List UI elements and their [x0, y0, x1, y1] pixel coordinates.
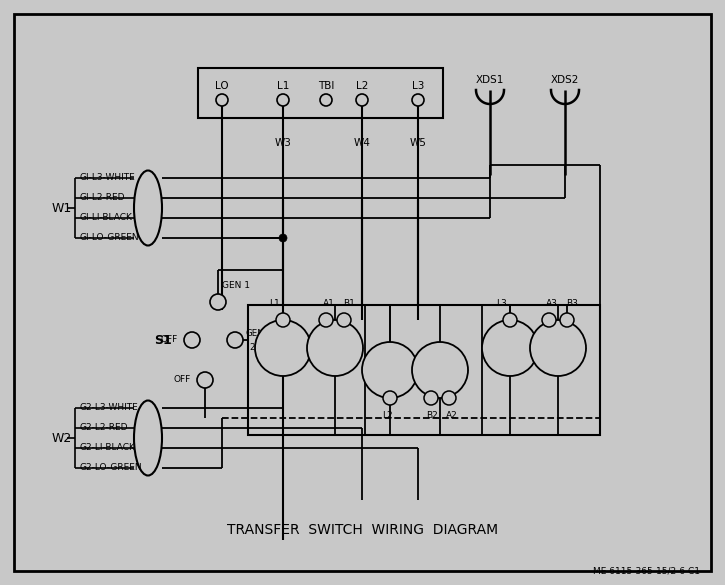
- Circle shape: [542, 313, 556, 327]
- Text: A1: A1: [323, 300, 335, 308]
- Text: A3: A3: [546, 300, 558, 308]
- Text: G2-L2-RED: G2-L2-RED: [80, 424, 128, 432]
- Circle shape: [424, 391, 438, 405]
- Text: GEN 1: GEN 1: [222, 281, 250, 291]
- Text: B3: B3: [566, 300, 578, 308]
- Text: L1: L1: [277, 81, 289, 91]
- Text: L3: L3: [412, 81, 424, 91]
- Circle shape: [227, 332, 243, 348]
- Text: GI-LO-GREEN: GI-LO-GREEN: [80, 233, 140, 243]
- Text: OFF: OFF: [161, 335, 178, 343]
- Text: S1: S1: [154, 333, 172, 346]
- Circle shape: [383, 391, 397, 405]
- Circle shape: [412, 342, 468, 398]
- Text: TRANSFER  SWITCH  WIRING  DIAGRAM: TRANSFER SWITCH WIRING DIAGRAM: [228, 523, 499, 537]
- Text: GI-L3-WHITE: GI-L3-WHITE: [80, 174, 136, 183]
- Text: G2-L3-WHITE: G2-L3-WHITE: [80, 404, 138, 412]
- Text: LO: LO: [215, 81, 229, 91]
- Circle shape: [412, 94, 424, 106]
- Text: TBI: TBI: [318, 81, 334, 91]
- Circle shape: [197, 372, 213, 388]
- FancyBboxPatch shape: [198, 68, 443, 118]
- Text: L3: L3: [496, 300, 507, 308]
- Circle shape: [320, 94, 332, 106]
- Text: OFF: OFF: [174, 376, 191, 384]
- Text: L2: L2: [381, 411, 392, 421]
- Text: B1: B1: [343, 300, 355, 308]
- Text: GEN: GEN: [246, 329, 265, 339]
- Text: A2: A2: [446, 411, 458, 421]
- Text: W1: W1: [52, 201, 72, 215]
- Circle shape: [442, 391, 456, 405]
- Text: W4: W4: [354, 138, 370, 148]
- Circle shape: [277, 94, 289, 106]
- Circle shape: [276, 313, 290, 327]
- Circle shape: [279, 234, 287, 242]
- Text: XDS2: XDS2: [551, 75, 579, 85]
- Circle shape: [337, 313, 351, 327]
- Circle shape: [319, 313, 333, 327]
- Text: L2: L2: [356, 81, 368, 91]
- Text: GI-LI-BLACK: GI-LI-BLACK: [80, 214, 133, 222]
- Circle shape: [255, 320, 311, 376]
- Circle shape: [210, 294, 226, 310]
- Circle shape: [216, 94, 228, 106]
- Circle shape: [482, 320, 538, 376]
- Circle shape: [307, 320, 363, 376]
- Text: GI-L2-RED: GI-L2-RED: [80, 194, 125, 202]
- Circle shape: [560, 313, 574, 327]
- Circle shape: [356, 94, 368, 106]
- Text: 2: 2: [249, 343, 254, 353]
- Text: XDS1: XDS1: [476, 75, 504, 85]
- Circle shape: [503, 313, 517, 327]
- Text: G2-LI-BLACK: G2-LI-BLACK: [80, 443, 136, 453]
- Text: W2: W2: [52, 432, 72, 445]
- Text: W3: W3: [275, 138, 291, 148]
- Text: B2: B2: [426, 411, 438, 421]
- Text: G2-LO-GREEN: G2-LO-GREEN: [80, 463, 143, 473]
- Text: ME 6115-365-15/2-6 C1: ME 6115-365-15/2-6 C1: [593, 567, 700, 576]
- Circle shape: [184, 332, 200, 348]
- Circle shape: [530, 320, 586, 376]
- Circle shape: [362, 342, 418, 398]
- Text: W5: W5: [410, 138, 426, 148]
- Text: L1: L1: [269, 300, 280, 308]
- FancyBboxPatch shape: [14, 14, 711, 571]
